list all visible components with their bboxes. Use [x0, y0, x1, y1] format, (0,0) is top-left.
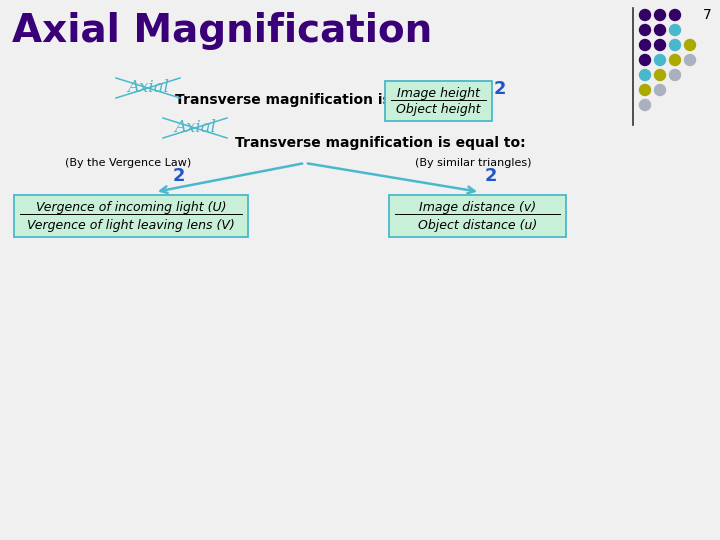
Text: (By similar triangles): (By similar triangles)	[415, 158, 531, 168]
Text: Object height: Object height	[396, 104, 481, 117]
Circle shape	[654, 10, 665, 21]
Text: Image height: Image height	[397, 87, 480, 100]
Text: Axial: Axial	[174, 119, 216, 137]
FancyBboxPatch shape	[385, 81, 492, 121]
Text: (By the Vergence Law): (By the Vergence Law)	[65, 158, 192, 168]
Circle shape	[685, 55, 696, 65]
Text: Axial Magnification: Axial Magnification	[12, 12, 432, 50]
Text: Transverse magnification is equal to:: Transverse magnification is equal to:	[235, 136, 526, 150]
Circle shape	[639, 39, 650, 51]
Circle shape	[654, 84, 665, 96]
Circle shape	[670, 24, 680, 36]
Text: Vergence of incoming light (U): Vergence of incoming light (U)	[36, 201, 226, 214]
Text: Image distance (v): Image distance (v)	[419, 201, 536, 214]
Circle shape	[654, 70, 665, 80]
Text: 2: 2	[494, 80, 506, 98]
Circle shape	[639, 70, 650, 80]
Circle shape	[670, 70, 680, 80]
Text: Vergence of light leaving lens (V): Vergence of light leaving lens (V)	[27, 219, 235, 232]
Text: 2: 2	[485, 167, 498, 185]
Circle shape	[654, 24, 665, 36]
Text: Transverse magnification is defined as:: Transverse magnification is defined as:	[175, 93, 483, 107]
Circle shape	[639, 99, 650, 111]
Circle shape	[670, 55, 680, 65]
FancyBboxPatch shape	[389, 195, 566, 237]
Text: 2: 2	[173, 167, 186, 185]
Circle shape	[639, 10, 650, 21]
Circle shape	[639, 24, 650, 36]
Circle shape	[670, 39, 680, 51]
FancyBboxPatch shape	[14, 195, 248, 237]
Circle shape	[639, 55, 650, 65]
Text: 7: 7	[703, 8, 712, 22]
Text: Object distance (u): Object distance (u)	[418, 219, 537, 232]
Circle shape	[639, 84, 650, 96]
Circle shape	[685, 39, 696, 51]
Circle shape	[654, 39, 665, 51]
Text: Axial: Axial	[127, 79, 169, 97]
Circle shape	[670, 10, 680, 21]
Circle shape	[654, 55, 665, 65]
